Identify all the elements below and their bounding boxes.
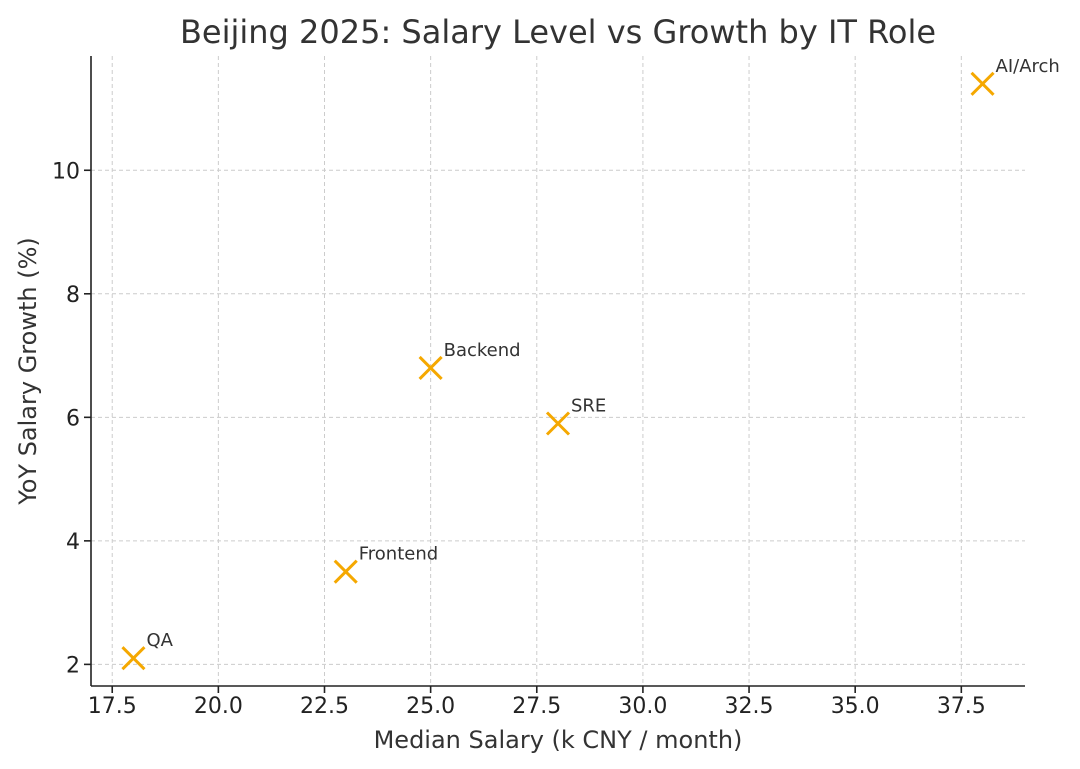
x-tick-label: 30.0	[618, 694, 667, 719]
y-tick-label: 6	[66, 406, 80, 431]
data-point: SRE	[545, 396, 606, 436]
marks-layer: QA Frontend Backend SRE AI/Arch	[121, 56, 1060, 671]
x-tick-label: 35.0	[831, 694, 880, 719]
x-tick-label: 17.5	[88, 694, 137, 719]
x-tick-label: 25.0	[406, 694, 455, 719]
x-tick-label: 22.5	[300, 694, 349, 719]
x-tick-label: 27.5	[512, 694, 561, 719]
x-marker-stroke	[333, 559, 358, 584]
y-tick-label: 2	[66, 653, 80, 678]
point-label: SRE	[571, 396, 606, 417]
point-label: Frontend	[359, 544, 438, 565]
point-label: AI/Arch	[996, 56, 1060, 77]
data-point: QA	[121, 630, 174, 671]
chart-title: Beijing 2025: Salary Level vs Growth by …	[180, 13, 936, 51]
x-marker-stroke	[418, 355, 443, 380]
point-label: Backend	[444, 340, 521, 361]
x-tick-label: 20.0	[194, 694, 243, 719]
data-point: Backend	[418, 340, 521, 380]
ticks-layer: 17.5 20.0 22.5 25.0 27.5 30.0 32.5 35.0 37.5 2 4 6 8…	[52, 159, 986, 719]
x-axis-label: Median Salary (k CNY / month)	[374, 726, 743, 754]
x-marker-stroke	[545, 411, 571, 436]
data-point: Frontend	[333, 544, 438, 584]
x-tick-label: 32.5	[725, 694, 774, 719]
data-point: AI/Arch	[970, 56, 1060, 96]
grid-layer	[91, 56, 1025, 686]
y-axis-label: YoY Salary Growth (%)	[14, 237, 42, 506]
y-tick-label: 10	[52, 159, 80, 184]
x-marker-stroke	[121, 646, 146, 671]
x-marker-stroke	[970, 71, 995, 96]
x-tick-label: 37.5	[937, 694, 986, 719]
point-label: QA	[146, 630, 173, 651]
spines-layer	[90, 56, 1025, 687]
y-tick-label: 4	[66, 530, 80, 555]
y-tick-label: 8	[66, 283, 80, 308]
